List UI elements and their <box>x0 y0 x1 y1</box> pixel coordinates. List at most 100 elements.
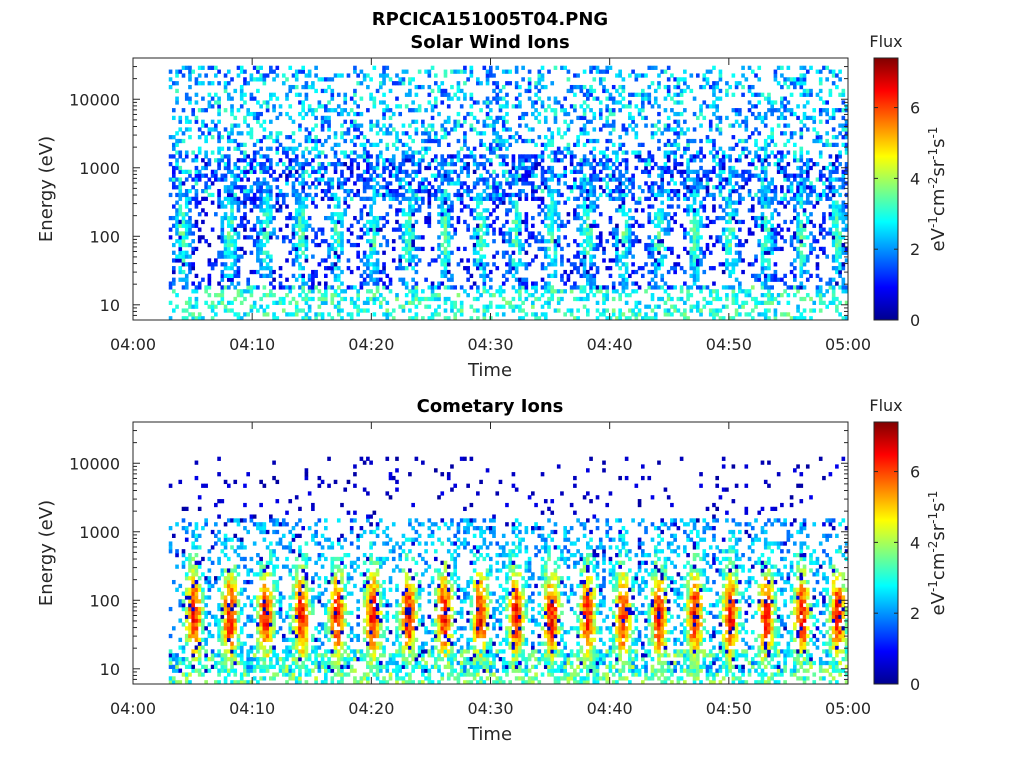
spectrogram-cell <box>375 215 380 221</box>
spectrogram-cell <box>330 88 335 94</box>
spectrogram-cell <box>327 123 331 128</box>
spectrogram-cell <box>566 196 571 201</box>
spectrogram-cell <box>657 235 661 240</box>
spectrogram-cell <box>243 196 247 201</box>
spectrogram-cell <box>776 65 781 70</box>
spectrogram-cell <box>450 304 454 309</box>
spectrogram-cell <box>291 73 296 78</box>
spectrogram-cell <box>582 162 587 167</box>
spectrogram-cell <box>560 289 564 294</box>
spectrogram-cell <box>592 293 597 298</box>
spectrogram-cell <box>382 65 386 70</box>
spectrogram-cell <box>508 196 513 201</box>
spectrogram-cell <box>171 169 176 174</box>
spectrogram-cell <box>359 123 364 128</box>
spectrogram-cell <box>763 293 768 298</box>
spectrogram-cell <box>553 204 558 209</box>
spectrogram-cell <box>673 111 677 117</box>
spectrogram-cell <box>375 250 380 255</box>
spectrogram-cell <box>699 219 703 225</box>
spectrogram-cell <box>469 104 474 109</box>
spectrogram-cell <box>408 81 412 86</box>
spectrogram-cell <box>763 185 768 190</box>
spectrogram-cell <box>288 84 293 90</box>
spectrogram-cell <box>353 69 357 74</box>
spectrogram-cell <box>230 77 234 82</box>
spectrogram-cell <box>511 304 516 309</box>
spectrogram-cell <box>631 119 635 124</box>
spectrogram-cell <box>362 150 367 155</box>
spectrogram-cell <box>272 169 276 174</box>
spectrogram-cell <box>375 289 380 294</box>
spectrogram-cell <box>466 258 470 263</box>
spectrogram-cell <box>443 296 448 302</box>
spectrogram-cell <box>657 212 661 217</box>
spectrogram-cell <box>256 77 260 82</box>
spectrogram-cell <box>624 104 629 109</box>
spectrogram-cell <box>398 262 403 267</box>
spectrogram-cell <box>408 108 412 113</box>
spectrogram-cell <box>272 227 276 232</box>
spectrogram-cell <box>780 169 784 174</box>
spectrogram-cell <box>285 96 289 101</box>
spectrogram-cell <box>640 100 645 105</box>
spectrogram-cell <box>621 88 626 94</box>
spectrogram-cell <box>463 142 467 148</box>
spectrogram-cell <box>188 296 192 302</box>
spectrogram-cell <box>579 285 584 290</box>
spectrogram-cell <box>446 296 451 302</box>
spectrogram-cell <box>356 254 360 259</box>
spectrogram-cell <box>327 181 331 186</box>
spectrogram-cell <box>495 266 500 271</box>
spectrogram-cell <box>689 262 694 267</box>
spectrogram-cell <box>217 81 221 86</box>
spectrogram-cell <box>767 108 771 113</box>
spectrogram-cell <box>592 154 597 159</box>
spectrogram-cell <box>721 215 726 221</box>
spectrogram-cell <box>524 192 529 198</box>
spectrogram-cell <box>385 104 390 109</box>
spectrogram-cell <box>249 131 254 136</box>
spectrogram-cell <box>527 242 532 248</box>
spectrogram-cell <box>239 69 244 74</box>
spectrogram-cell <box>783 142 787 148</box>
spectrogram-cell <box>663 162 668 167</box>
spectrogram-cell <box>404 239 409 244</box>
spectrogram-cell <box>417 165 422 171</box>
spectrogram-cell <box>220 215 225 221</box>
spectrogram-cell <box>501 189 506 194</box>
spectrogram-cell <box>799 173 804 178</box>
spectrogram-cell <box>505 177 509 182</box>
spectrogram-cell <box>605 108 610 113</box>
spectrogram-cell <box>226 242 231 248</box>
spectrogram-cell <box>275 65 280 70</box>
spectrogram-cell <box>605 69 610 74</box>
spectrogram-cell <box>776 81 781 86</box>
spectrogram-cell <box>479 215 483 221</box>
spectrogram-cell <box>395 212 399 217</box>
spectrogram-cell <box>304 235 309 240</box>
spectrogram-cell <box>566 219 571 225</box>
spectrogram-cell <box>770 293 774 298</box>
spectrogram-cell <box>269 119 273 124</box>
spectrogram-cell <box>201 173 205 178</box>
spectrogram-cell <box>369 242 373 248</box>
spectrogram-cell <box>624 158 629 163</box>
spectrogram-cell <box>514 277 519 282</box>
spectrogram-cell <box>628 181 632 186</box>
spectrogram-cell <box>259 200 263 205</box>
spectrogram-cell <box>226 185 231 190</box>
spectrogram-cell <box>184 273 189 279</box>
spectrogram-cell <box>346 131 351 136</box>
spectrogram-cell <box>466 77 470 82</box>
spectrogram-cell <box>446 231 451 236</box>
spectrogram-cell <box>527 77 532 82</box>
spectrogram-cell <box>304 158 309 163</box>
spectrogram-cell <box>676 100 681 105</box>
spectrogram-cell <box>304 135 309 140</box>
spectrogram-cell <box>586 88 590 94</box>
spectrogram-cell <box>446 254 451 259</box>
spectrogram-cell <box>340 308 344 313</box>
spectrogram-cell <box>624 246 629 252</box>
spectrogram-cell <box>446 96 451 101</box>
